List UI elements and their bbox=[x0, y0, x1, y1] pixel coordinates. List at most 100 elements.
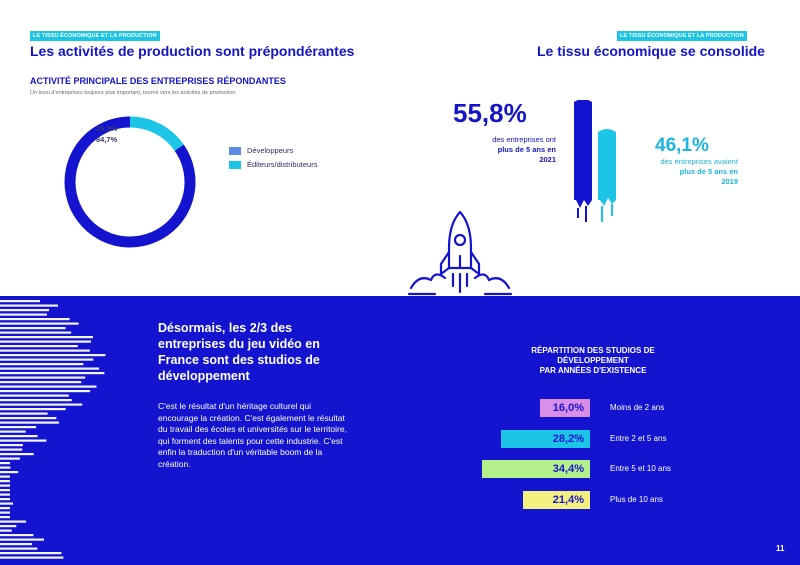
map-stripe bbox=[0, 457, 20, 460]
legend-item-publishers: Éditeurs/distributeurs bbox=[229, 160, 317, 169]
growth-bars-illustration bbox=[574, 100, 616, 222]
stat-2021-line1: des entreprises ont bbox=[492, 135, 556, 144]
france-map-stripes bbox=[0, 300, 106, 559]
map-stripe bbox=[0, 300, 40, 303]
legend-label-publishers: Éditeurs/distributeurs bbox=[247, 160, 318, 169]
map-stripe bbox=[0, 390, 91, 393]
bar-2019-shape bbox=[598, 129, 616, 206]
map-stripe bbox=[0, 498, 10, 501]
map-stripe bbox=[0, 313, 47, 316]
bar-chart-title-line: DÉVELOPPEMENT bbox=[557, 356, 629, 365]
bottom-heading: Désormais, les 2/3 des entreprises du je… bbox=[158, 321, 320, 383]
map-stripe bbox=[0, 489, 10, 492]
section-tag-right: LE TISSU ÉCONOMIQUE ET LA PRODUCTION bbox=[617, 31, 747, 41]
map-stripe bbox=[0, 556, 64, 559]
page-number: 11 bbox=[776, 544, 785, 553]
bar-chart-title-line: RÉPARTITION DES STUDIOS DE bbox=[531, 346, 655, 355]
map-stripe bbox=[0, 403, 83, 406]
map-stripe bbox=[0, 484, 10, 487]
map-stripe bbox=[0, 417, 57, 420]
map-stripe bbox=[0, 340, 92, 343]
map-stripe bbox=[0, 448, 23, 451]
bar-category-label: Plus de 10 ans bbox=[610, 494, 663, 504]
map-stripe bbox=[0, 466, 11, 469]
bar-category-label: Entre 2 et 5 ans bbox=[610, 433, 667, 443]
map-stripe bbox=[0, 394, 69, 397]
donut-labels: 15,3% 84,7% bbox=[96, 123, 117, 145]
map-stripe bbox=[0, 444, 23, 447]
stat-2019-line3: 2019 bbox=[721, 177, 738, 186]
stat-2019-line1: des entreprises avaient bbox=[660, 157, 738, 166]
map-stripe bbox=[0, 525, 17, 528]
stat-2019-line2: plus de 5 ans en bbox=[679, 167, 738, 176]
legend-item-developers: Développeurs bbox=[229, 146, 293, 155]
map-stripe bbox=[0, 336, 94, 339]
legend-swatch-developers bbox=[229, 146, 241, 155]
stat-2021-text: des entreprises ont plus de 5 ans en 202… bbox=[466, 135, 556, 165]
map-stripe bbox=[0, 349, 90, 352]
stat-2019-text: des entreprises avaient plus de 5 ans en… bbox=[628, 157, 738, 187]
map-stripe bbox=[0, 304, 58, 307]
page-title-right: Le tissu économique se consolide bbox=[537, 43, 765, 59]
map-stripe bbox=[0, 516, 10, 519]
map-stripe bbox=[0, 439, 47, 442]
bar-2021-shape bbox=[574, 100, 592, 208]
map-stripe bbox=[0, 376, 86, 379]
map-stripe bbox=[0, 358, 94, 361]
map-stripe bbox=[0, 318, 70, 321]
map-stripe bbox=[0, 399, 72, 402]
map-stripe bbox=[0, 529, 12, 532]
map-stripe bbox=[0, 475, 10, 478]
chart-title-activity: ACTIVITÉ PRINCIPALE DES ENTREPRISES RÉPO… bbox=[30, 76, 286, 86]
map-stripe bbox=[0, 408, 66, 411]
stat-2021-line3: 2021 bbox=[539, 155, 556, 164]
map-stripe bbox=[0, 534, 34, 537]
map-stripe bbox=[0, 354, 106, 357]
map-stripe bbox=[0, 547, 38, 550]
section-tag-left: LE TISSU ÉCONOMIQUE ET LA PRODUCTION bbox=[30, 31, 160, 41]
map-stripe bbox=[0, 345, 78, 348]
bar: 21,4% bbox=[522, 490, 590, 509]
legend-label-developers: Développeurs bbox=[247, 146, 294, 155]
map-stripe bbox=[0, 385, 97, 388]
bar: 34,4% bbox=[482, 460, 590, 478]
bar: 28,2% bbox=[501, 429, 590, 448]
donut-chart bbox=[64, 116, 196, 248]
map-stripe bbox=[0, 426, 37, 429]
rocket-icon bbox=[407, 210, 513, 296]
stat-2021-line2: plus de 5 ans en bbox=[497, 145, 556, 154]
map-stripe bbox=[0, 462, 10, 465]
bar-category-label: Moins de 2 ans bbox=[610, 403, 665, 412]
map-stripe bbox=[0, 507, 10, 510]
map-stripe bbox=[0, 381, 82, 384]
map-stripe bbox=[0, 471, 19, 474]
map-stripe bbox=[0, 363, 84, 366]
map-stripe bbox=[0, 430, 26, 433]
map-stripe bbox=[0, 538, 45, 541]
donut-label-developers: 84,7% bbox=[96, 135, 118, 144]
map-stripe bbox=[0, 309, 50, 312]
donut-label-publishers: 15,3% bbox=[96, 124, 118, 133]
map-stripe bbox=[0, 412, 48, 415]
map-stripe bbox=[0, 453, 34, 456]
map-stripe bbox=[0, 520, 27, 523]
bar-chart-title-line: PAR ANNÉES D'EXISTENCE bbox=[539, 366, 647, 375]
map-stripe bbox=[0, 372, 105, 375]
donut-segment-developers bbox=[64, 116, 196, 248]
page-title-left: Les activités de production sont prépond… bbox=[30, 43, 355, 59]
chart-subtitle-activity: Un tissu d'entreprises toujours plus imp… bbox=[30, 90, 237, 96]
map-stripe bbox=[0, 421, 60, 424]
map-stripe bbox=[0, 511, 10, 514]
map-stripe bbox=[0, 552, 62, 555]
map-stripe bbox=[0, 367, 100, 370]
bar-category-label: Entre 5 et 10 ans bbox=[610, 464, 671, 473]
map-stripe bbox=[0, 543, 32, 546]
bottom-body: C'est le résultat d'un héritage culturel… bbox=[158, 401, 347, 469]
map-stripe bbox=[0, 327, 66, 330]
map-stripe bbox=[0, 322, 79, 325]
bar: 16,0% bbox=[539, 399, 590, 417]
legend-swatch-publishers bbox=[229, 160, 241, 169]
bar-chart-title: RÉPARTITION DES STUDIOS DE DÉVELOPPEMENT… bbox=[478, 346, 708, 376]
map-stripe bbox=[0, 493, 10, 496]
map-stripe bbox=[0, 502, 13, 505]
